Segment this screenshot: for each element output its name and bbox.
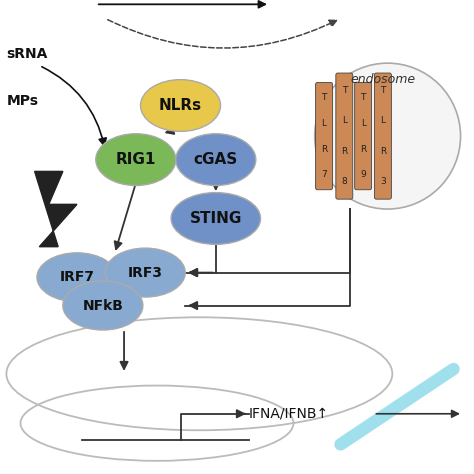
Text: L: L <box>321 118 327 128</box>
FancyBboxPatch shape <box>374 73 392 199</box>
Ellipse shape <box>176 134 256 185</box>
FancyBboxPatch shape <box>355 82 372 190</box>
Text: T: T <box>360 93 366 102</box>
Text: L: L <box>381 116 385 125</box>
Text: R: R <box>341 147 347 156</box>
Text: MPs: MPs <box>6 94 38 108</box>
Text: T: T <box>380 86 385 95</box>
Text: IRF3: IRF3 <box>128 265 163 280</box>
Text: IRF7: IRF7 <box>59 270 94 284</box>
Ellipse shape <box>37 253 117 302</box>
Ellipse shape <box>105 248 185 297</box>
Text: T: T <box>321 93 327 102</box>
Circle shape <box>315 63 461 209</box>
Text: RIG1: RIG1 <box>116 152 156 167</box>
Ellipse shape <box>63 281 143 330</box>
Text: R: R <box>321 145 327 154</box>
Text: 3: 3 <box>380 177 386 186</box>
Text: STING: STING <box>190 211 242 226</box>
Text: R: R <box>380 147 386 156</box>
Ellipse shape <box>171 192 261 245</box>
Text: cGAS: cGAS <box>194 152 238 167</box>
Polygon shape <box>35 172 77 246</box>
Text: T: T <box>342 86 347 95</box>
Ellipse shape <box>140 80 220 131</box>
FancyBboxPatch shape <box>316 82 333 190</box>
Text: L: L <box>342 116 347 125</box>
Text: 8: 8 <box>341 177 347 186</box>
Text: R: R <box>360 145 366 154</box>
Text: 9: 9 <box>360 171 366 180</box>
Text: 7: 7 <box>321 171 327 180</box>
Text: L: L <box>361 118 365 128</box>
Text: endosome: endosome <box>350 73 416 86</box>
Text: IFNA/IFNB↑: IFNA/IFNB↑ <box>249 407 329 421</box>
Text: NFkB: NFkB <box>82 299 123 312</box>
FancyBboxPatch shape <box>336 73 353 199</box>
Ellipse shape <box>96 134 176 185</box>
Text: NLRs: NLRs <box>159 98 202 113</box>
Text: sRNA: sRNA <box>6 47 48 61</box>
